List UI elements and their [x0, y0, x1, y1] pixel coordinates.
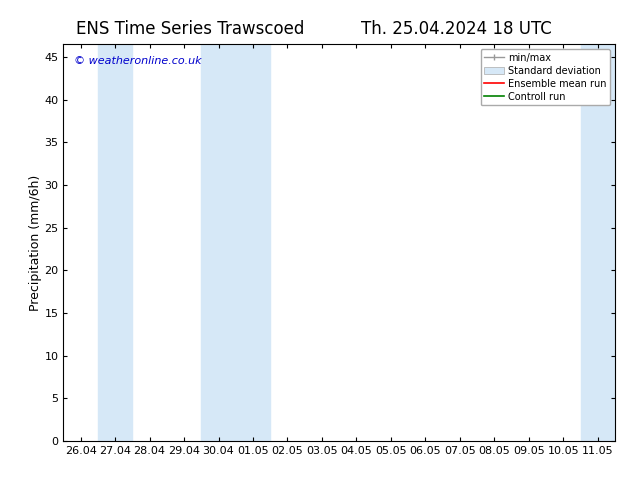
Legend: min/max, Standard deviation, Ensemble mean run, Controll run: min/max, Standard deviation, Ensemble me…	[481, 49, 610, 105]
Text: Th. 25.04.2024 18 UTC: Th. 25.04.2024 18 UTC	[361, 20, 552, 38]
Text: © weatheronline.co.uk: © weatheronline.co.uk	[74, 56, 202, 66]
Y-axis label: Precipitation (mm/6h): Precipitation (mm/6h)	[29, 174, 42, 311]
Bar	[202, 44, 270, 441]
Bar	[98, 44, 133, 441]
Bar	[581, 44, 615, 441]
Text: ENS Time Series Trawscoed: ENS Time Series Trawscoed	[76, 20, 304, 38]
